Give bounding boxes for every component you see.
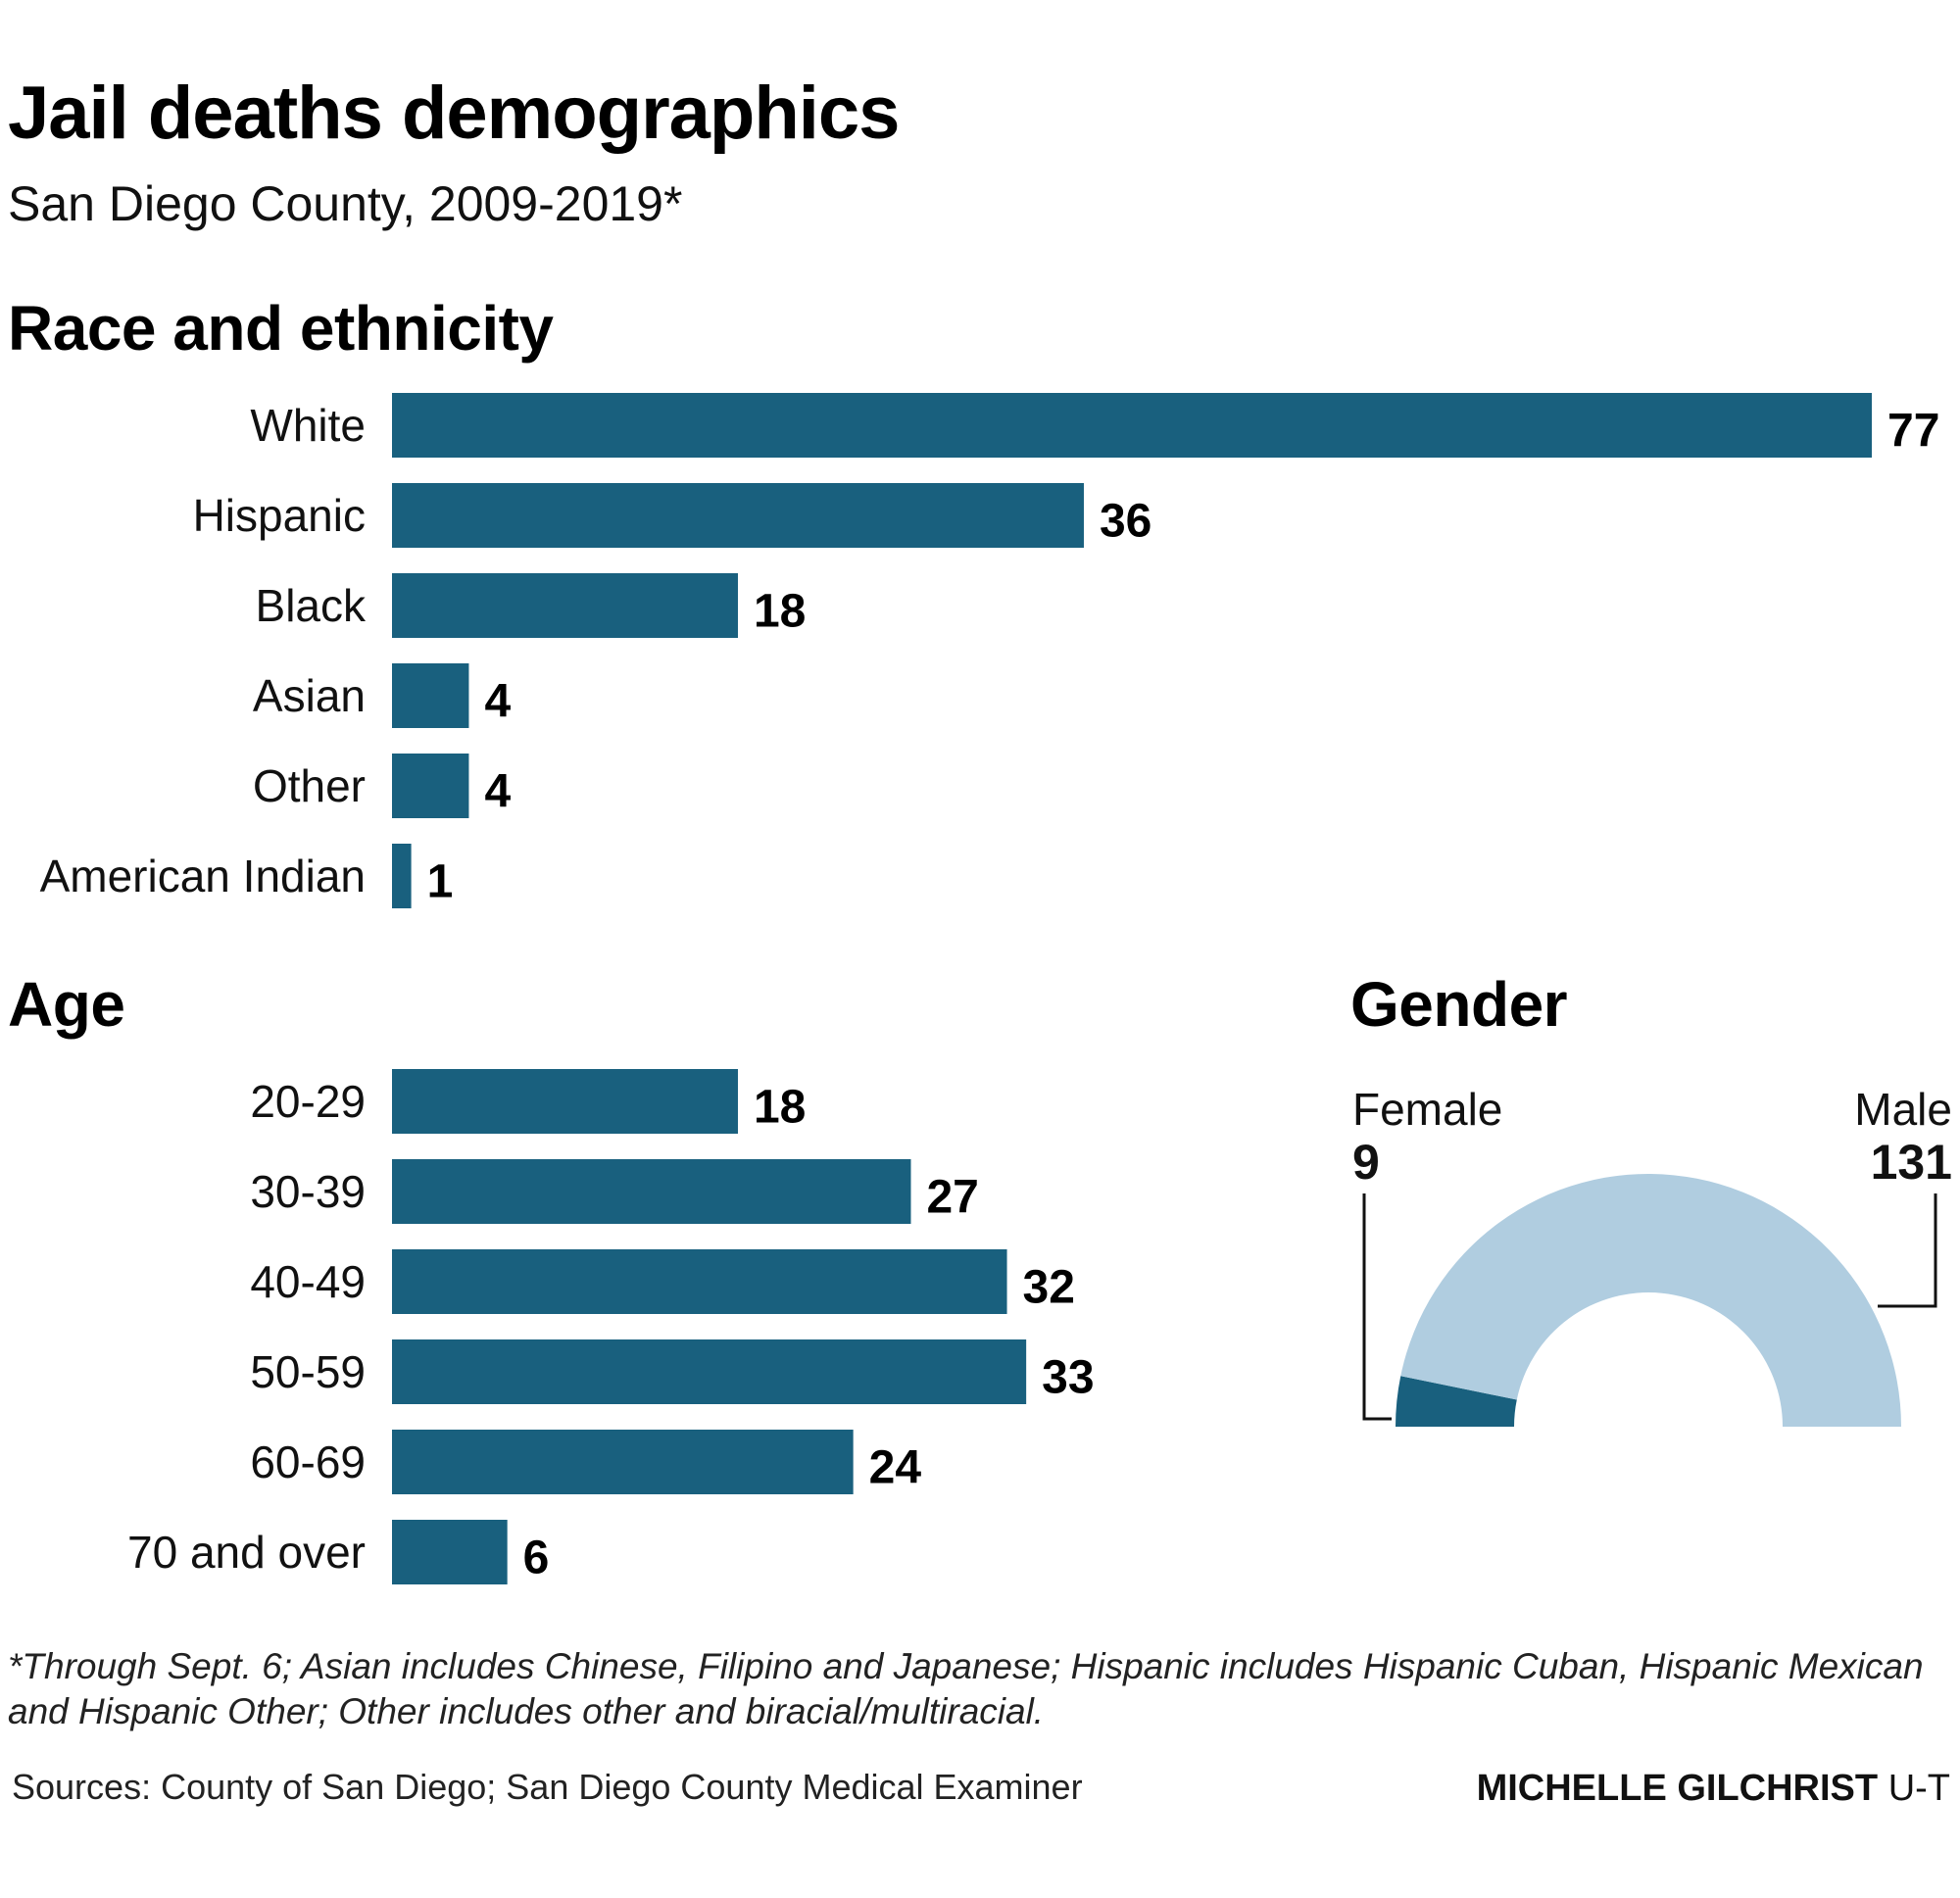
race-bar (392, 573, 738, 638)
race-bar (392, 663, 469, 728)
sources-line: Sources: County of San Diego; San Diego … (12, 1767, 1083, 1807)
age-bar (392, 1339, 1027, 1404)
age-value-label: 24 (869, 1442, 922, 1494)
race-value-label: 1 (427, 856, 454, 908)
race-category-label: Hispanic (193, 490, 366, 541)
age-bar (392, 1069, 738, 1134)
race-category-label: Asian (253, 670, 366, 721)
race-section-title: Race and ethnicity (8, 293, 554, 364)
footnote: *Through Sept. 6; Asian includes Chinese… (8, 1646, 1924, 1731)
race-category-label: Other (253, 760, 366, 811)
age-value-label: 33 (1042, 1352, 1094, 1404)
age-value-label: 27 (926, 1172, 978, 1224)
male-leader-line (1878, 1193, 1937, 1308)
race-category-label: White (250, 400, 366, 451)
credit-org: U-T (1887, 1768, 1950, 1809)
age-category-label: 50-59 (250, 1346, 366, 1397)
race-value-label: 4 (484, 676, 511, 728)
female-label: Female (1352, 1084, 1502, 1135)
credit-name: MICHELLE GILCHRIST (1476, 1768, 1879, 1809)
age-value-label: 18 (754, 1082, 806, 1134)
male-label: Male (1854, 1084, 1952, 1135)
age-bar (392, 1430, 854, 1494)
credit-line: MICHELLE GILCHRIST U-T (1477, 1770, 1950, 1807)
race-value-label: 36 (1100, 496, 1152, 548)
female-slice (1396, 1376, 1517, 1427)
female-leader-line (1362, 1193, 1392, 1421)
race-bar (392, 393, 1872, 458)
age-bar (392, 1249, 1007, 1314)
race-bar (392, 844, 412, 908)
race-value-label: 77 (1887, 406, 1939, 458)
age-value-label: 32 (1023, 1262, 1075, 1314)
age-category-label: 60-69 (250, 1436, 366, 1487)
race-category-label: Black (256, 580, 367, 631)
age-category-label: 20-29 (250, 1076, 366, 1127)
age-category-label: 70 and over (127, 1527, 366, 1578)
chart-title: Jail deaths demographics (8, 72, 900, 155)
race-value-label: 18 (754, 586, 806, 638)
chart-subtitle: San Diego County, 2009-2019* (8, 176, 683, 231)
race-value-label: 4 (484, 766, 511, 818)
age-value-label: 6 (523, 1533, 550, 1584)
male-value-label: 131 (1871, 1135, 1952, 1190)
age-bar (392, 1520, 508, 1584)
age-category-label: 30-39 (250, 1166, 366, 1217)
age-section-title: Age (8, 969, 125, 1040)
race-bar (392, 754, 469, 818)
female-value-label: 9 (1352, 1135, 1380, 1190)
gender-section-title: Gender (1350, 969, 1568, 1040)
age-category-label: 40-49 (250, 1256, 366, 1307)
race-category-label: American Indian (40, 851, 366, 901)
age-bar (392, 1159, 911, 1224)
male-slice (1400, 1174, 1901, 1427)
race-bar (392, 483, 1084, 548)
